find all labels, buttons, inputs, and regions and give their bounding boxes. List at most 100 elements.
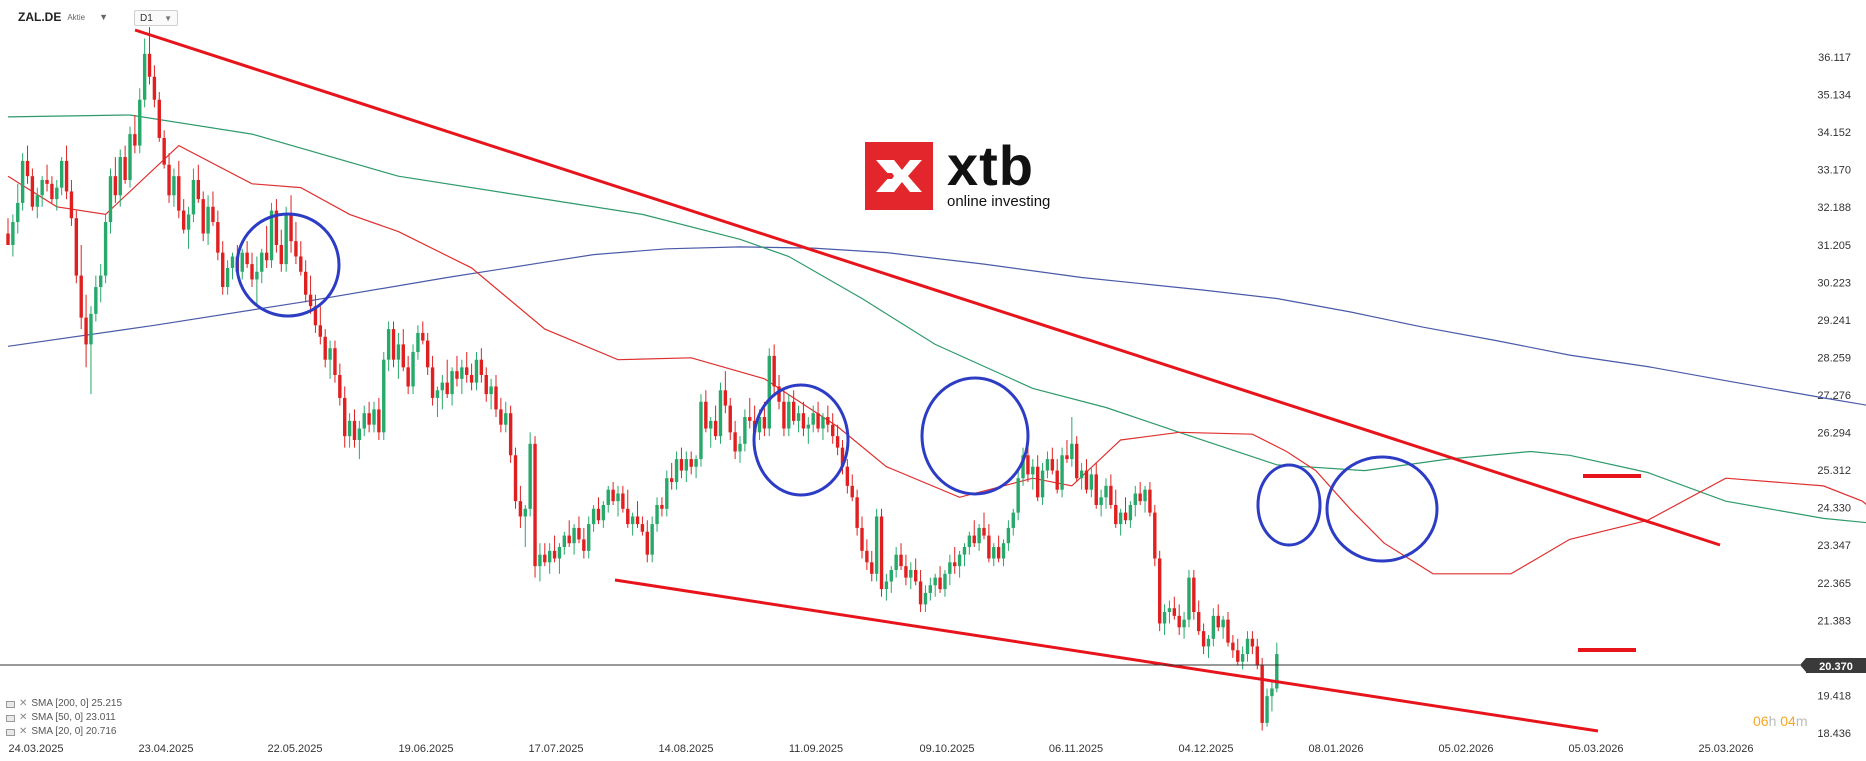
candle [372,401,376,433]
legend-item-sma20[interactable]: ✕ SMA [20, 0] 20.716 [6,725,122,739]
candle [1245,631,1250,662]
candle [264,225,269,268]
candle-body [962,547,967,555]
candle [411,344,415,395]
close-icon[interactable]: ✕ [19,698,28,709]
xtb-logo-mark [865,141,933,210]
y-tick-label: 22.365 [1817,578,1851,590]
candle-body [284,214,288,265]
candle [1240,646,1245,670]
candle [1035,455,1040,502]
legend-item-sma50[interactable]: ✕ SMA [50, 0] 23.011 [6,711,122,725]
candle [1275,642,1279,693]
candle [50,176,54,203]
candle-body [543,554,547,563]
y-tick-label: 31.205 [1817,240,1851,252]
candle [1123,497,1128,525]
candle-body [25,160,30,177]
candle [826,405,830,433]
candle [152,65,157,108]
candle-body [533,443,537,567]
candle-body [611,489,615,502]
x-tick-label: 14.08.2025 [658,743,713,755]
eye-icon[interactable] [6,728,15,736]
candle-body [1021,455,1025,479]
candle [250,252,254,288]
eye-icon[interactable] [6,700,15,708]
candle-body [181,210,186,230]
candle [386,321,391,372]
candle [547,543,552,574]
symbol-header[interactable]: ZAL.DE Aktie ▼ [18,10,108,24]
candle [1021,447,1025,486]
candle [30,168,35,211]
candle-body [494,386,498,410]
candle [147,27,152,85]
candle [79,244,83,330]
candle-body [650,524,654,555]
candle-body [640,524,645,532]
candle-body [308,294,313,307]
candle-body [64,160,69,192]
candle [508,405,513,463]
chevron-down-icon[interactable]: ▼ [99,12,109,22]
candle-body [621,493,625,509]
candle-body [1060,455,1064,490]
candle-body [260,252,264,272]
candle [1099,489,1103,517]
candle [1016,470,1020,521]
candle [845,459,850,494]
candle [1065,439,1069,463]
candle [25,145,30,184]
countdown-minutes: 04 [1780,713,1796,729]
candle-body [201,199,205,234]
x-tick-label: 22.05.2025 [267,743,322,755]
symbol-name: ZAL.DE [18,10,62,24]
candle-body [343,397,347,437]
candle-body [567,535,571,544]
candle-body [923,592,928,605]
candle-body [957,554,962,567]
timeframe-select[interactable]: D1 ▼ [134,10,178,26]
close-icon[interactable]: ✕ [19,726,28,737]
candle [108,168,113,234]
candle-body [626,508,630,525]
candle-body [865,550,869,563]
y-tick-label: 23.347 [1817,540,1851,552]
candle-body [787,401,791,429]
candle-body [50,183,54,200]
legend-item-sma200[interactable]: ✕ SMA [200, 0] 25.215 [6,697,122,711]
close-icon[interactable]: ✕ [19,712,28,723]
candle-body [992,547,996,559]
candle-body [396,344,401,360]
candle-body [762,417,767,429]
candle-body [684,459,689,471]
candle [996,535,1001,563]
candle [870,550,874,582]
candle [308,275,313,314]
candle-body [850,485,854,498]
candle-body [333,348,337,375]
sma-200-line [7,246,1866,406]
candle [957,550,962,578]
candle-body [953,562,957,567]
candle [665,470,669,517]
countdown-hours-unit: h [1768,713,1777,729]
candle-body [1104,485,1108,498]
candle-body [11,222,15,245]
timeframe-value: D1 [140,12,153,24]
x-tick-label: 17.07.2025 [528,743,583,755]
eye-icon[interactable] [6,714,15,722]
candle-body [123,157,127,180]
candle-body [1055,470,1059,490]
candle-body [562,535,567,548]
candle-body [118,157,122,196]
candle [596,497,601,525]
candle-body [221,252,225,288]
candle-body [831,424,835,437]
candle [528,432,532,517]
candle-body [196,179,201,200]
candle [938,566,942,593]
highlight-circle [920,376,1030,496]
